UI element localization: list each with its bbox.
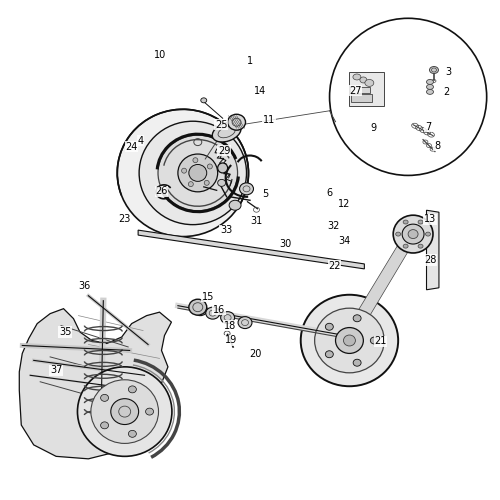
Ellipse shape [146,408,154,415]
Ellipse shape [182,168,186,173]
Text: 3: 3 [445,67,451,77]
Text: 5: 5 [262,190,268,200]
Ellipse shape [326,351,334,358]
Circle shape [330,18,486,176]
Ellipse shape [188,182,194,186]
Ellipse shape [100,422,108,429]
Ellipse shape [426,90,434,94]
Ellipse shape [403,244,408,248]
Ellipse shape [300,294,398,386]
Ellipse shape [204,180,209,186]
Ellipse shape [430,66,438,73]
Text: 27: 27 [349,86,362,96]
Text: 26: 26 [156,186,168,196]
Ellipse shape [220,312,234,324]
Ellipse shape [426,80,434,84]
Text: 8: 8 [434,140,440,150]
Ellipse shape [365,80,374,86]
Text: 29: 29 [218,146,230,156]
Ellipse shape [178,154,218,192]
Ellipse shape [193,158,198,162]
Ellipse shape [353,359,361,366]
Ellipse shape [408,230,418,238]
Text: 32: 32 [328,221,340,231]
Text: 28: 28 [424,255,436,265]
Ellipse shape [201,98,206,103]
Ellipse shape [229,200,241,210]
Ellipse shape [426,84,434,89]
Ellipse shape [139,121,246,224]
Text: 22: 22 [328,261,341,271]
Ellipse shape [240,183,254,195]
Ellipse shape [402,224,424,244]
Text: 15: 15 [202,292,214,302]
Polygon shape [426,210,439,290]
Ellipse shape [314,308,384,373]
Ellipse shape [403,220,408,224]
Ellipse shape [353,315,361,322]
Ellipse shape [218,163,228,173]
Ellipse shape [212,122,241,142]
Text: 31: 31 [250,216,262,226]
Ellipse shape [326,324,334,330]
Ellipse shape [396,232,400,236]
Ellipse shape [189,164,206,182]
Ellipse shape [418,220,423,224]
Text: 18: 18 [224,320,236,330]
Text: 1: 1 [247,56,253,66]
Ellipse shape [208,164,212,169]
Text: 20: 20 [249,350,261,360]
Text: 37: 37 [50,366,62,376]
Text: 10: 10 [154,50,166,60]
Ellipse shape [128,430,136,438]
Ellipse shape [111,398,138,424]
Ellipse shape [128,386,136,393]
Text: 6: 6 [326,188,332,198]
Ellipse shape [344,335,355,346]
Ellipse shape [336,328,363,353]
Text: 24: 24 [126,142,138,152]
Ellipse shape [238,316,252,328]
Polygon shape [344,228,416,346]
Polygon shape [20,308,172,459]
Ellipse shape [206,307,220,319]
Ellipse shape [78,367,172,456]
Ellipse shape [393,215,433,253]
Text: 21: 21 [374,336,386,346]
Text: 14: 14 [254,86,266,96]
Text: 2: 2 [444,87,450,97]
Polygon shape [350,87,370,94]
Ellipse shape [100,394,108,402]
Text: 33: 33 [220,225,232,235]
Text: 16: 16 [213,304,226,314]
Text: 11: 11 [263,114,275,124]
Ellipse shape [426,232,430,236]
Ellipse shape [194,304,207,316]
Ellipse shape [418,244,423,248]
Text: 25: 25 [215,120,228,130]
Polygon shape [138,230,364,269]
Ellipse shape [353,74,361,80]
Text: 35: 35 [59,327,71,337]
Text: 4: 4 [138,136,143,145]
Text: 30: 30 [280,239,292,249]
Text: 34: 34 [338,236,350,246]
Ellipse shape [218,180,226,186]
Text: 13: 13 [424,214,436,224]
Ellipse shape [228,114,246,130]
Ellipse shape [360,77,367,83]
Ellipse shape [189,299,206,315]
Text: 23: 23 [118,214,131,224]
Ellipse shape [117,110,248,236]
Ellipse shape [370,337,378,344]
Text: 9: 9 [370,123,376,133]
Polygon shape [352,94,372,102]
Text: 12: 12 [338,200,350,209]
Ellipse shape [91,380,158,444]
Ellipse shape [158,135,238,210]
Text: 19: 19 [225,336,237,345]
Text: 7: 7 [425,122,431,132]
Polygon shape [350,72,384,106]
Text: 36: 36 [79,281,91,291]
